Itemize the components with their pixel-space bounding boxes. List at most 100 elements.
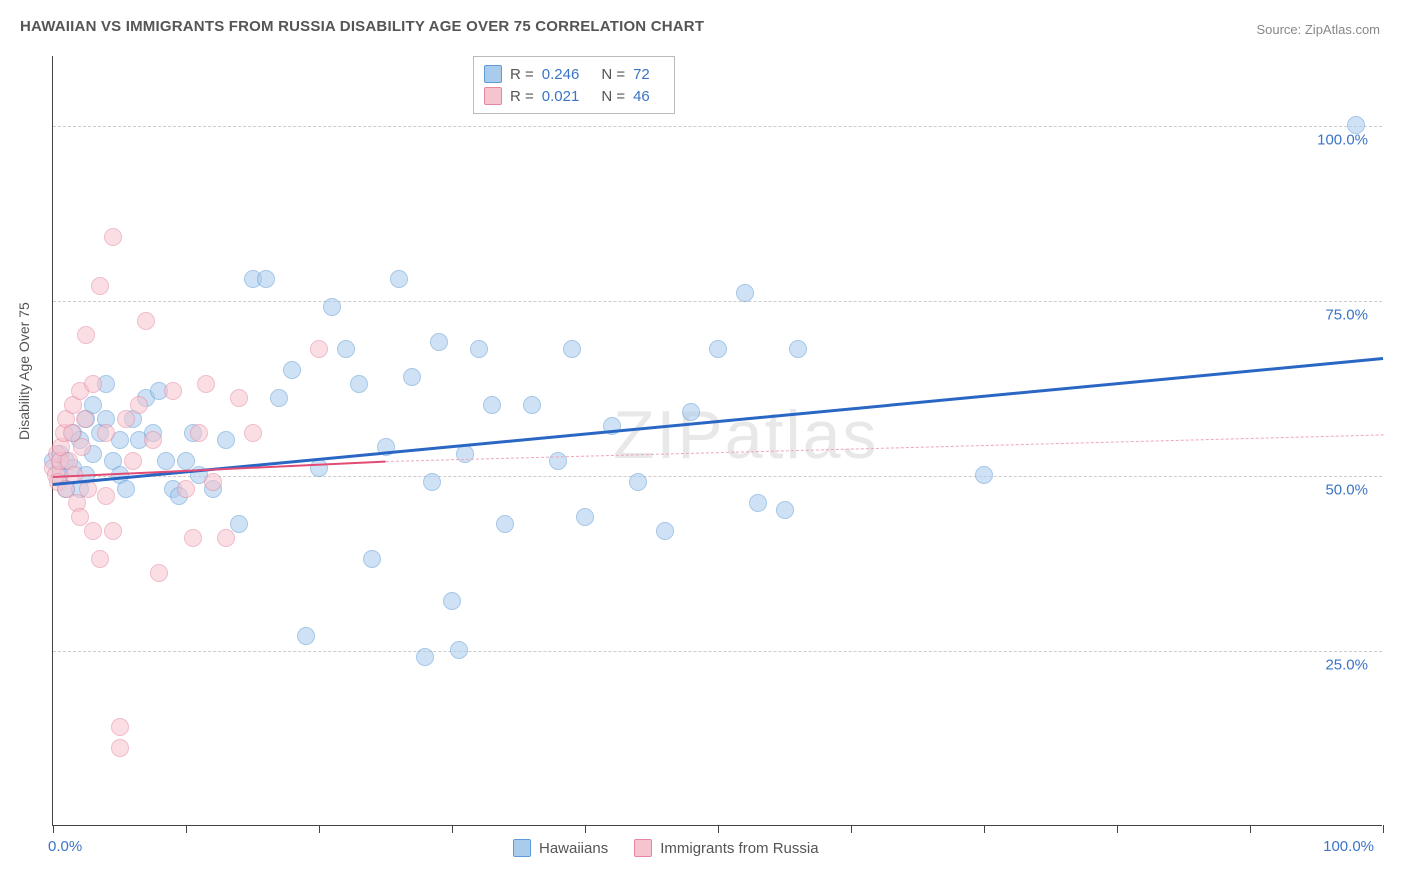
legend-label: Immigrants from Russia — [660, 840, 818, 857]
legend: Hawaiians Immigrants from Russia — [513, 839, 819, 857]
data-point-russia — [84, 522, 102, 540]
n-value: 46 — [633, 88, 650, 105]
data-point-hawaiians — [682, 403, 700, 421]
data-point-russia — [104, 522, 122, 540]
x-tick — [1117, 825, 1118, 833]
data-point-hawaiians — [975, 466, 993, 484]
data-point-russia — [184, 529, 202, 547]
data-point-russia — [117, 410, 135, 428]
data-point-hawaiians — [363, 550, 381, 568]
data-point-russia — [97, 487, 115, 505]
y-axis-label: Disability Age Over 75 — [16, 302, 32, 440]
n-value: 72 — [633, 66, 650, 83]
data-point-russia — [217, 529, 235, 547]
data-point-russia — [84, 375, 102, 393]
data-point-russia — [144, 431, 162, 449]
y-tick-label: 75.0% — [1325, 307, 1368, 324]
r-value: 0.246 — [542, 66, 580, 83]
data-point-russia — [244, 424, 262, 442]
data-point-russia — [150, 564, 168, 582]
data-point-hawaiians — [789, 340, 807, 358]
data-point-hawaiians — [563, 340, 581, 358]
data-point-russia — [230, 389, 248, 407]
data-point-hawaiians — [629, 473, 647, 491]
data-point-russia — [124, 452, 142, 470]
x-tick — [319, 825, 320, 833]
n-label: N = — [601, 88, 625, 105]
data-point-hawaiians — [443, 592, 461, 610]
data-point-russia — [77, 326, 95, 344]
r-value: 0.021 — [542, 88, 580, 105]
data-point-hawaiians — [270, 389, 288, 407]
chart-title: HAWAIIAN VS IMMIGRANTS FROM RUSSIA DISAB… — [20, 18, 704, 35]
data-point-hawaiians — [257, 270, 275, 288]
r-label: R = — [510, 88, 534, 105]
data-point-russia — [91, 550, 109, 568]
x-tick-label-100: 100.0% — [1323, 838, 1374, 855]
data-point-russia — [137, 312, 155, 330]
legend-item: Immigrants from Russia — [634, 839, 818, 857]
data-point-hawaiians — [390, 270, 408, 288]
legend-item: Hawaiians — [513, 839, 608, 857]
x-tick — [851, 825, 852, 833]
gridline — [53, 126, 1382, 127]
y-tick-label: 25.0% — [1325, 657, 1368, 674]
data-point-russia — [190, 424, 208, 442]
data-point-russia — [111, 718, 129, 736]
data-point-hawaiians — [403, 368, 421, 386]
data-point-hawaiians — [217, 431, 235, 449]
x-tick — [53, 825, 54, 833]
swatch-icon — [634, 839, 652, 857]
swatch-icon — [484, 87, 502, 105]
gridline — [53, 476, 1382, 477]
data-point-hawaiians — [310, 459, 328, 477]
x-tick — [452, 825, 453, 833]
legend-label: Hawaiians — [539, 840, 608, 857]
x-tick — [984, 825, 985, 833]
data-point-hawaiians — [776, 501, 794, 519]
data-point-russia — [73, 438, 91, 456]
x-tick — [585, 825, 586, 833]
data-point-hawaiians — [456, 445, 474, 463]
y-tick-label: 100.0% — [1317, 132, 1368, 149]
data-point-hawaiians — [230, 515, 248, 533]
x-tick — [1250, 825, 1251, 833]
data-point-hawaiians — [350, 375, 368, 393]
data-point-russia — [310, 340, 328, 358]
data-point-russia — [76, 410, 94, 428]
stats-row: R = 0.246 N = 72 — [484, 63, 664, 85]
data-point-hawaiians — [423, 473, 441, 491]
data-point-hawaiians — [297, 627, 315, 645]
x-tick-label-0: 0.0% — [48, 838, 82, 855]
data-point-russia — [177, 480, 195, 498]
data-point-russia — [204, 473, 222, 491]
data-point-hawaiians — [656, 522, 674, 540]
data-point-hawaiians — [523, 396, 541, 414]
data-point-russia — [130, 396, 148, 414]
n-label: N = — [601, 66, 625, 83]
data-point-hawaiians — [416, 648, 434, 666]
source-label: Source: ZipAtlas.com — [1256, 22, 1380, 37]
data-point-hawaiians — [709, 340, 727, 358]
x-tick — [718, 825, 719, 833]
data-point-russia — [111, 739, 129, 757]
x-tick — [1383, 825, 1384, 833]
data-point-hawaiians — [1347, 116, 1365, 134]
swatch-icon — [484, 65, 502, 83]
stats-row: R = 0.021 N = 46 — [484, 85, 664, 107]
data-point-hawaiians — [736, 284, 754, 302]
data-point-hawaiians — [323, 298, 341, 316]
swatch-icon — [513, 839, 531, 857]
data-point-hawaiians — [470, 340, 488, 358]
stats-box: R = 0.246 N = 72 R = 0.021 N = 46 — [473, 56, 675, 114]
data-point-hawaiians — [496, 515, 514, 533]
data-point-russia — [164, 382, 182, 400]
gridline — [53, 651, 1382, 652]
data-point-hawaiians — [337, 340, 355, 358]
r-label: R = — [510, 66, 534, 83]
data-point-hawaiians — [430, 333, 448, 351]
data-point-russia — [104, 228, 122, 246]
data-point-hawaiians — [117, 480, 135, 498]
data-point-hawaiians — [157, 452, 175, 470]
data-point-hawaiians — [576, 508, 594, 526]
